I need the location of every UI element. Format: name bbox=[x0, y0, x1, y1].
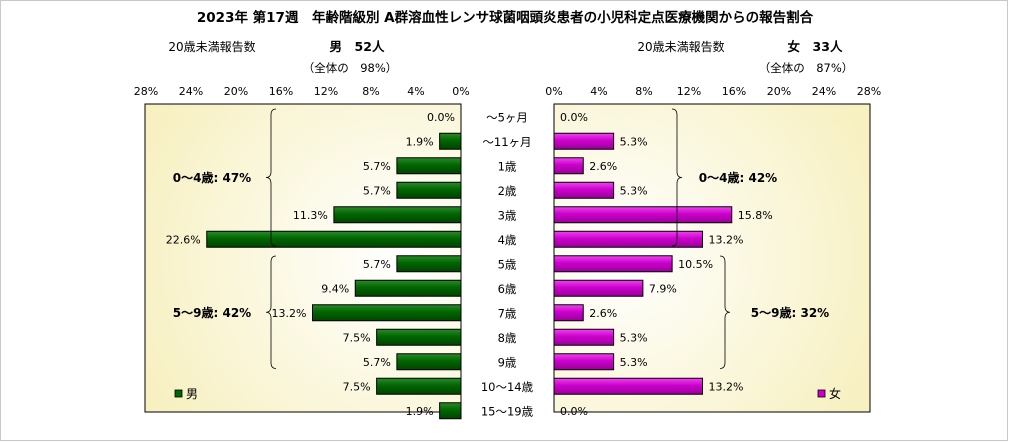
female-x-tick-label: 28% bbox=[857, 85, 881, 98]
male-data-label: 9.4% bbox=[321, 282, 349, 295]
category-label: ～11ヶ月 bbox=[482, 135, 531, 149]
male-data-label: 1.9% bbox=[406, 135, 434, 148]
category-label: 6歳 bbox=[498, 282, 517, 296]
female-bar bbox=[553, 181, 615, 199]
male-bar bbox=[333, 206, 462, 224]
female-legend-swatch bbox=[817, 389, 826, 398]
male-data-label: 7.5% bbox=[343, 331, 371, 344]
female-header-caption: 20歳未満報告数 bbox=[637, 39, 724, 54]
male-group-brace bbox=[265, 255, 277, 369]
female-data-label: 5.3% bbox=[620, 135, 648, 148]
female-group-brace bbox=[671, 108, 683, 247]
male-bar bbox=[312, 304, 462, 322]
female-x-tick-label: 0% bbox=[545, 85, 562, 98]
category-label: 4歳 bbox=[498, 233, 517, 247]
male-data-label: 5.7% bbox=[363, 356, 391, 369]
male-data-label: 5.7% bbox=[363, 258, 391, 271]
female-data-label: 5.3% bbox=[620, 356, 648, 369]
female-x-tick-label: 24% bbox=[812, 85, 836, 98]
female-data-label: 5.3% bbox=[620, 184, 648, 197]
male-group-brace bbox=[265, 108, 277, 247]
female-bar bbox=[553, 328, 615, 346]
male-group-annotation: 5～9歳: 42% bbox=[173, 305, 251, 320]
male-x-tick-label: 8% bbox=[362, 85, 379, 98]
male-data-label: 0.0% bbox=[427, 111, 455, 124]
male-x-tick-label: 28% bbox=[134, 85, 158, 98]
male-data-label: 13.2% bbox=[272, 307, 307, 320]
female-bar bbox=[553, 304, 584, 322]
category-label: 9歳 bbox=[498, 355, 517, 369]
female-header-count: 女 33人 bbox=[788, 39, 843, 54]
male-bar bbox=[396, 255, 462, 273]
female-data-label: 13.2% bbox=[709, 233, 744, 246]
male-data-label: 5.7% bbox=[363, 184, 391, 197]
female-header-share: （全体の 87%） bbox=[759, 61, 854, 75]
female-bar bbox=[553, 157, 584, 175]
female-bar bbox=[553, 132, 615, 150]
male-x-tick-label: 16% bbox=[269, 85, 293, 98]
male-bar bbox=[376, 328, 462, 346]
male-data-label: 7.5% bbox=[343, 380, 371, 393]
female-bar bbox=[553, 206, 733, 224]
male-data-label: 22.6% bbox=[166, 233, 201, 246]
female-group-annotation: 5～9歳: 32% bbox=[751, 305, 829, 320]
category-label: 10～14歳 bbox=[481, 380, 534, 394]
female-bar bbox=[553, 279, 644, 297]
male-data-label: 11.3% bbox=[293, 209, 328, 222]
chart-title: 2023年 第17週 年齢階級別 A群溶血性レンサ球菌咽頭炎患者の小児科定点医療… bbox=[197, 9, 814, 26]
female-group-annotation: 0～4歳: 42% bbox=[699, 170, 777, 185]
male-bar bbox=[396, 353, 462, 371]
male-header-count: 男 52人 bbox=[330, 39, 385, 54]
male-x-tick-label: 12% bbox=[314, 85, 338, 98]
female-bar bbox=[553, 230, 703, 248]
male-group-annotation: 0～4歳: 47% bbox=[173, 170, 251, 185]
male-header-share: （全体の 98%） bbox=[303, 61, 398, 75]
category-label: 3歳 bbox=[498, 208, 517, 222]
male-x-tick-label: 24% bbox=[179, 85, 203, 98]
female-data-label: 7.9% bbox=[649, 282, 677, 295]
female-x-tick-label: 12% bbox=[677, 85, 701, 98]
female-data-label: 0.0% bbox=[560, 405, 588, 418]
male-data-label: 1.9% bbox=[406, 405, 434, 418]
male-bar bbox=[376, 377, 462, 395]
male-x-tick-label: 4% bbox=[407, 85, 424, 98]
male-bar bbox=[396, 181, 462, 199]
category-label: 8歳 bbox=[498, 331, 517, 345]
category-label: 15～19歳 bbox=[481, 404, 534, 418]
male-bar bbox=[396, 157, 462, 175]
male-bar bbox=[439, 402, 462, 420]
female-x-tick-label: 16% bbox=[722, 85, 746, 98]
male-bar bbox=[206, 230, 462, 248]
category-label: 7歳 bbox=[498, 306, 517, 320]
male-bar bbox=[354, 279, 462, 297]
female-group-brace bbox=[719, 255, 731, 369]
female-data-label: 15.8% bbox=[738, 209, 773, 222]
female-data-label: 10.5% bbox=[678, 258, 713, 271]
female-data-label: 0.0% bbox=[560, 111, 588, 124]
female-bar bbox=[553, 353, 615, 371]
female-x-tick-label: 4% bbox=[590, 85, 607, 98]
category-label: 1歳 bbox=[498, 159, 517, 173]
male-bar bbox=[439, 132, 462, 150]
female-x-tick-label: 8% bbox=[635, 85, 652, 98]
category-label: ～5ヶ月 bbox=[486, 110, 528, 124]
male-x-tick-label: 20% bbox=[224, 85, 248, 98]
category-label: 5歳 bbox=[498, 257, 517, 271]
male-x-tick-label: 0% bbox=[452, 85, 469, 98]
male-legend-swatch bbox=[174, 389, 183, 398]
female-x-tick-label: 20% bbox=[767, 85, 791, 98]
category-label: 2歳 bbox=[498, 184, 517, 198]
female-bar bbox=[553, 255, 673, 273]
female-data-label: 2.6% bbox=[589, 160, 617, 173]
female-data-label: 2.6% bbox=[589, 307, 617, 320]
female-data-label: 13.2% bbox=[709, 380, 744, 393]
male-header-caption: 20歳未満報告数 bbox=[168, 39, 255, 54]
female-legend-label: 女 bbox=[829, 386, 841, 401]
female-data-label: 5.3% bbox=[620, 331, 648, 344]
male-legend-label: 男 bbox=[186, 387, 198, 401]
female-bar bbox=[553, 377, 703, 395]
male-data-label: 5.7% bbox=[363, 160, 391, 173]
